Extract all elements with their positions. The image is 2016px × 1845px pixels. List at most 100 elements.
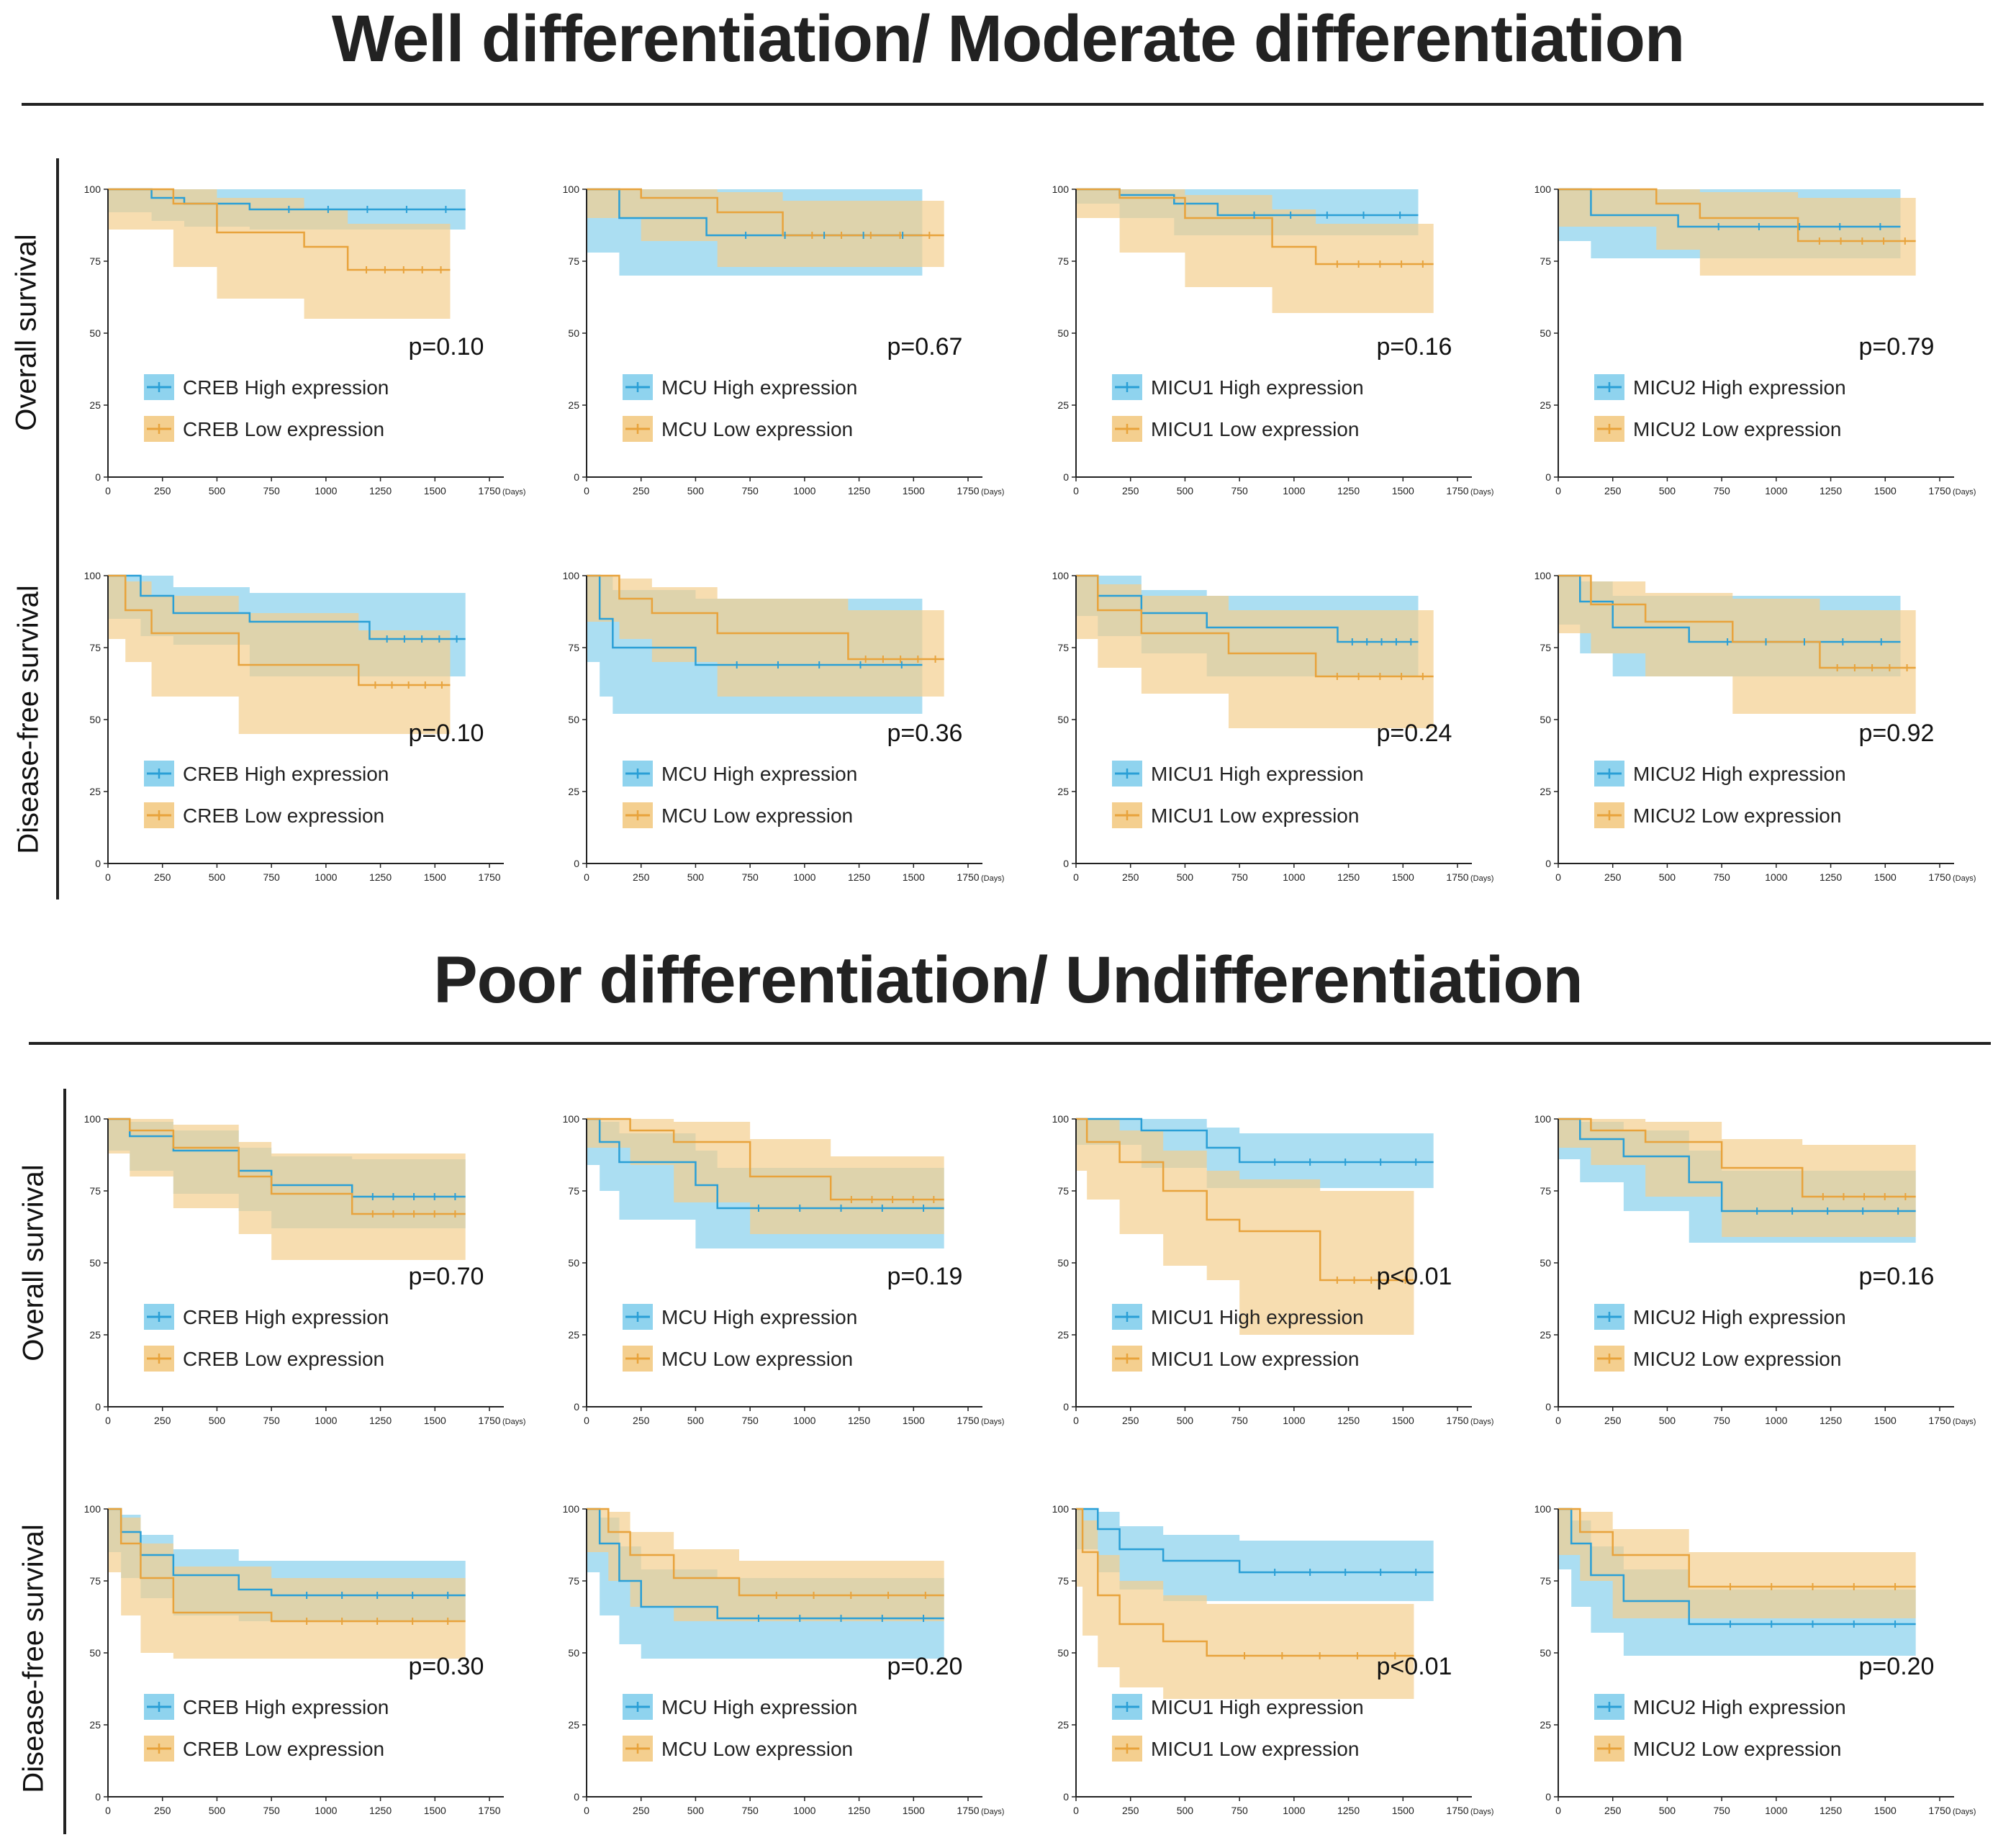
y-tick-label: 50 — [568, 327, 579, 339]
y-tick-label: 100 — [563, 183, 580, 195]
x-tick-label: 250 — [1122, 485, 1139, 497]
x-tick-label: 750 — [1713, 1415, 1730, 1426]
x-tick-label: 1500 — [1874, 1415, 1897, 1426]
p-value: p=0.36 — [887, 720, 963, 747]
legend-label: MICU2 Low expression — [1633, 1738, 1841, 1760]
y-tick-label: 0 — [95, 1791, 101, 1803]
km-line-high — [1558, 574, 1901, 643]
legend-item-high: MICU1 High expression — [1112, 761, 1364, 786]
ci-band-high — [1076, 1509, 1434, 1601]
x-tick-label: 1750 — [957, 871, 979, 883]
km-line-high — [587, 574, 923, 666]
y-tick-label: 75 — [89, 255, 101, 267]
legend-item-high: MCU High expression — [623, 1304, 857, 1330]
section-title-well: Well differentiation/ Moderate different… — [331, 2, 1685, 76]
legend-label: MICU2 High expression — [1633, 763, 1846, 785]
ci-band-low — [108, 1509, 466, 1659]
legend-label: CREB High expression — [183, 376, 389, 399]
x-tick-label: 1250 — [848, 871, 870, 883]
km-line-high — [108, 574, 466, 640]
x-tick-label: 500 — [687, 485, 705, 497]
legend-label: CREB Low expression — [183, 1348, 384, 1370]
y-tick-label: 50 — [1057, 327, 1069, 339]
x-tick-label: 250 — [633, 1415, 650, 1426]
legend-item-high: MICU1 High expression — [1112, 1694, 1364, 1720]
y-tick-label: 50 — [89, 327, 101, 339]
y-tick-label: 100 — [1052, 1113, 1070, 1125]
x-tick-label: 1000 — [1765, 1805, 1787, 1816]
x-tick-label: 500 — [209, 1805, 226, 1816]
y-tick-label: 75 — [1057, 642, 1069, 653]
x-tick-label: 500 — [209, 485, 226, 497]
x-tick-label: 1000 — [1283, 485, 1305, 497]
km-line-low — [1558, 1508, 1916, 1588]
x-axis-unit: (Days) — [981, 1418, 1004, 1426]
y-tick-label: 75 — [1540, 642, 1551, 653]
x-tick-label: 0 — [1555, 1805, 1561, 1816]
y-tick-label: 75 — [568, 1575, 579, 1587]
x-axis-unit: (Days) — [981, 874, 1004, 883]
y-tick-label: 25 — [89, 399, 101, 411]
y-tick-label: 75 — [89, 642, 101, 653]
p-value: p=0.10 — [409, 720, 484, 747]
y-tick-label: 75 — [89, 1185, 101, 1197]
y-tick-label: 25 — [568, 786, 579, 797]
legend-item-low: MICU1 Low expression — [1112, 1346, 1359, 1372]
x-tick-label: 500 — [1177, 1805, 1194, 1816]
x-axis-unit: (Days) — [1953, 1808, 1976, 1816]
x-tick-label: 500 — [1177, 1415, 1194, 1426]
legend-label: MICU1 Low expression — [1151, 804, 1359, 827]
x-tick-label: 250 — [1604, 485, 1622, 497]
x-tick-label: 1250 — [369, 1415, 392, 1426]
x-tick-label: 1750 — [1446, 1415, 1468, 1426]
legend-item-low: MICU1 Low expression — [1112, 416, 1359, 442]
y-tick-label: 25 — [1057, 399, 1069, 411]
x-tick-label: 500 — [1177, 871, 1194, 883]
legend-label: MICU2 High expression — [1633, 1696, 1846, 1718]
x-axis-unit: (Days) — [502, 488, 525, 497]
x-tick-label: 1000 — [793, 485, 815, 497]
legend-item-low: MICU2 Low expression — [1594, 416, 1841, 442]
legend-label: MICU1 Low expression — [1151, 1738, 1359, 1760]
ci-band-low — [587, 189, 944, 267]
y-tick-label: 75 — [568, 255, 579, 267]
y-tick-label: 100 — [563, 570, 580, 581]
x-tick-label: 250 — [154, 871, 171, 883]
y-tick-label: 25 — [1057, 1329, 1069, 1341]
y-tick-label: 100 — [1052, 183, 1070, 195]
km-line-high — [1076, 1508, 1434, 1574]
x-tick-label: 0 — [105, 1805, 111, 1816]
x-tick-label: 1250 — [1337, 871, 1360, 883]
legend-item-low: CREB Low expression — [144, 1736, 384, 1762]
x-tick-label: 1500 — [424, 485, 446, 497]
y-tick-label: 0 — [1545, 858, 1551, 869]
legend-item-high: MICU1 High expression — [1112, 374, 1364, 400]
x-tick-label: 750 — [263, 1805, 280, 1816]
legend-label: MCU Low expression — [661, 418, 853, 440]
row-bracket-bottom — [63, 1089, 66, 1834]
x-tick-label: 0 — [1073, 871, 1079, 883]
y-tick-label: 75 — [89, 1575, 101, 1587]
legend-label: MCU Low expression — [661, 804, 853, 827]
km-line-low — [108, 574, 451, 686]
x-tick-label: 1750 — [1928, 871, 1951, 883]
x-tick-label: 1250 — [1820, 485, 1842, 497]
section-divider-bottom — [29, 1042, 1991, 1045]
km-line-low — [108, 1118, 466, 1215]
legend-label: MICU2 Low expression — [1633, 1348, 1841, 1370]
x-tick-label: 750 — [741, 485, 759, 497]
y-tick-label: 50 — [89, 1647, 101, 1659]
y-tick-label: 50 — [1540, 1257, 1551, 1269]
ci-band-low — [1076, 1509, 1414, 1699]
y-tick-label: 50 — [568, 1647, 579, 1659]
x-tick-label: 1750 — [478, 485, 500, 497]
x-tick-label: 750 — [741, 871, 759, 883]
y-tick-label: 75 — [568, 642, 579, 653]
y-tick-label: 50 — [1057, 1647, 1069, 1659]
y-tick-label: 25 — [89, 1329, 101, 1341]
x-tick-label: 250 — [154, 485, 171, 497]
